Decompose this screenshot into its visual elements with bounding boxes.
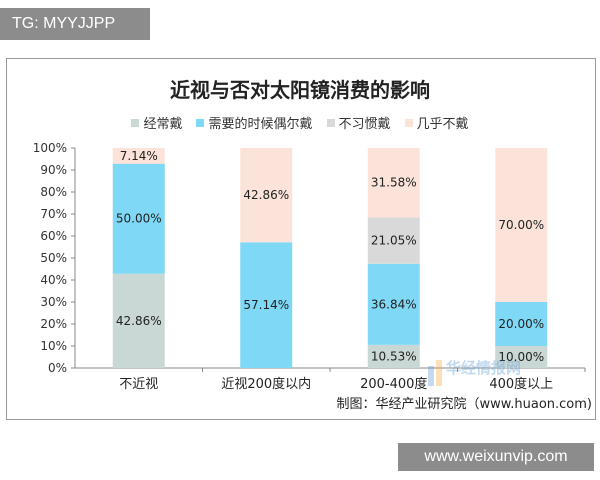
legend-label-rarely: 几乎不戴	[416, 117, 469, 132]
bar-occasional	[495, 302, 548, 346]
legend-swatch-occasional	[196, 118, 205, 127]
data-label: 70.00%	[498, 218, 544, 232]
y-tick-label: 90%	[40, 163, 67, 177]
y-tick-label: 0%	[48, 361, 67, 375]
data-label: 10.53%	[371, 349, 417, 363]
x-category-label: 不近视	[119, 377, 158, 392]
watermark-text: 华经情报网	[446, 359, 522, 377]
tg-tag: TG: MYYJJPP	[0, 8, 150, 40]
bar-rarely	[112, 148, 165, 164]
legend-item-rarely: 几乎不戴	[404, 113, 469, 132]
source-note: 制图：华经产业研究院（www.huaon.com)	[336, 397, 592, 412]
legend: 经常戴 需要的时候偶尔戴 不习惯戴 几乎不戴	[0, 113, 600, 132]
legend-swatch-often	[131, 118, 140, 127]
legend-label-occasional: 需要的时候偶尔戴	[208, 117, 313, 132]
legend-item-often: 经常戴	[131, 113, 182, 132]
data-label: 31.58%	[371, 176, 417, 190]
bar-occasional	[112, 163, 165, 274]
bar-occasional	[367, 263, 420, 345]
y-tick-label: 80%	[40, 185, 67, 199]
bar-often	[495, 346, 548, 368]
y-tick-label: 50%	[40, 251, 67, 265]
y-tick-label: 60%	[40, 229, 67, 243]
legend-label-unaccustomed: 不习惯戴	[338, 117, 391, 132]
data-label: 20.00%	[498, 317, 544, 331]
y-tick-label: 70%	[40, 207, 67, 221]
data-label: 36.84%	[371, 297, 417, 311]
bar-often	[367, 344, 420, 368]
chart-title: 近视与否对太阳镜消费的影响	[170, 78, 430, 102]
huajing-logo-icon	[428, 360, 442, 386]
data-label: 57.14%	[243, 298, 289, 312]
y-tick-label: 100%	[33, 141, 67, 155]
legend-item-occasional: 需要的时候偶尔戴	[196, 113, 313, 132]
bar-often	[112, 273, 165, 368]
legend-label-often: 经常戴	[143, 117, 183, 132]
x-category-label: 近视200度以内	[221, 376, 311, 392]
data-label: 21.05%	[371, 234, 417, 248]
bar-rarely	[240, 148, 293, 243]
y-tick-label: 30%	[40, 295, 67, 309]
bar-rarely	[495, 148, 548, 302]
bar-rarely	[367, 148, 420, 218]
data-label: 42.86%	[116, 314, 162, 328]
data-label: 7.14%	[120, 149, 158, 163]
data-label: 42.86%	[243, 188, 289, 202]
legend-swatch-rarely	[404, 118, 413, 127]
x-category-label: 400度以上	[489, 376, 553, 392]
y-tick-label: 40%	[40, 273, 67, 287]
chart-frame	[6, 58, 596, 420]
footer-banner: www.weixunvip.com	[398, 443, 594, 471]
data-label: 10.00%	[498, 350, 544, 364]
legend-item-unaccustomed: 不习惯戴	[326, 113, 391, 132]
y-tick-label: 20%	[40, 317, 67, 331]
data-label: 50.00%	[116, 212, 162, 226]
x-category-label: 200-400度	[360, 376, 427, 392]
legend-swatch-unaccustomed	[326, 118, 335, 127]
y-tick-label: 10%	[40, 339, 67, 353]
bar-unaccustomed	[367, 217, 420, 264]
bar-occasional	[240, 242, 293, 368]
